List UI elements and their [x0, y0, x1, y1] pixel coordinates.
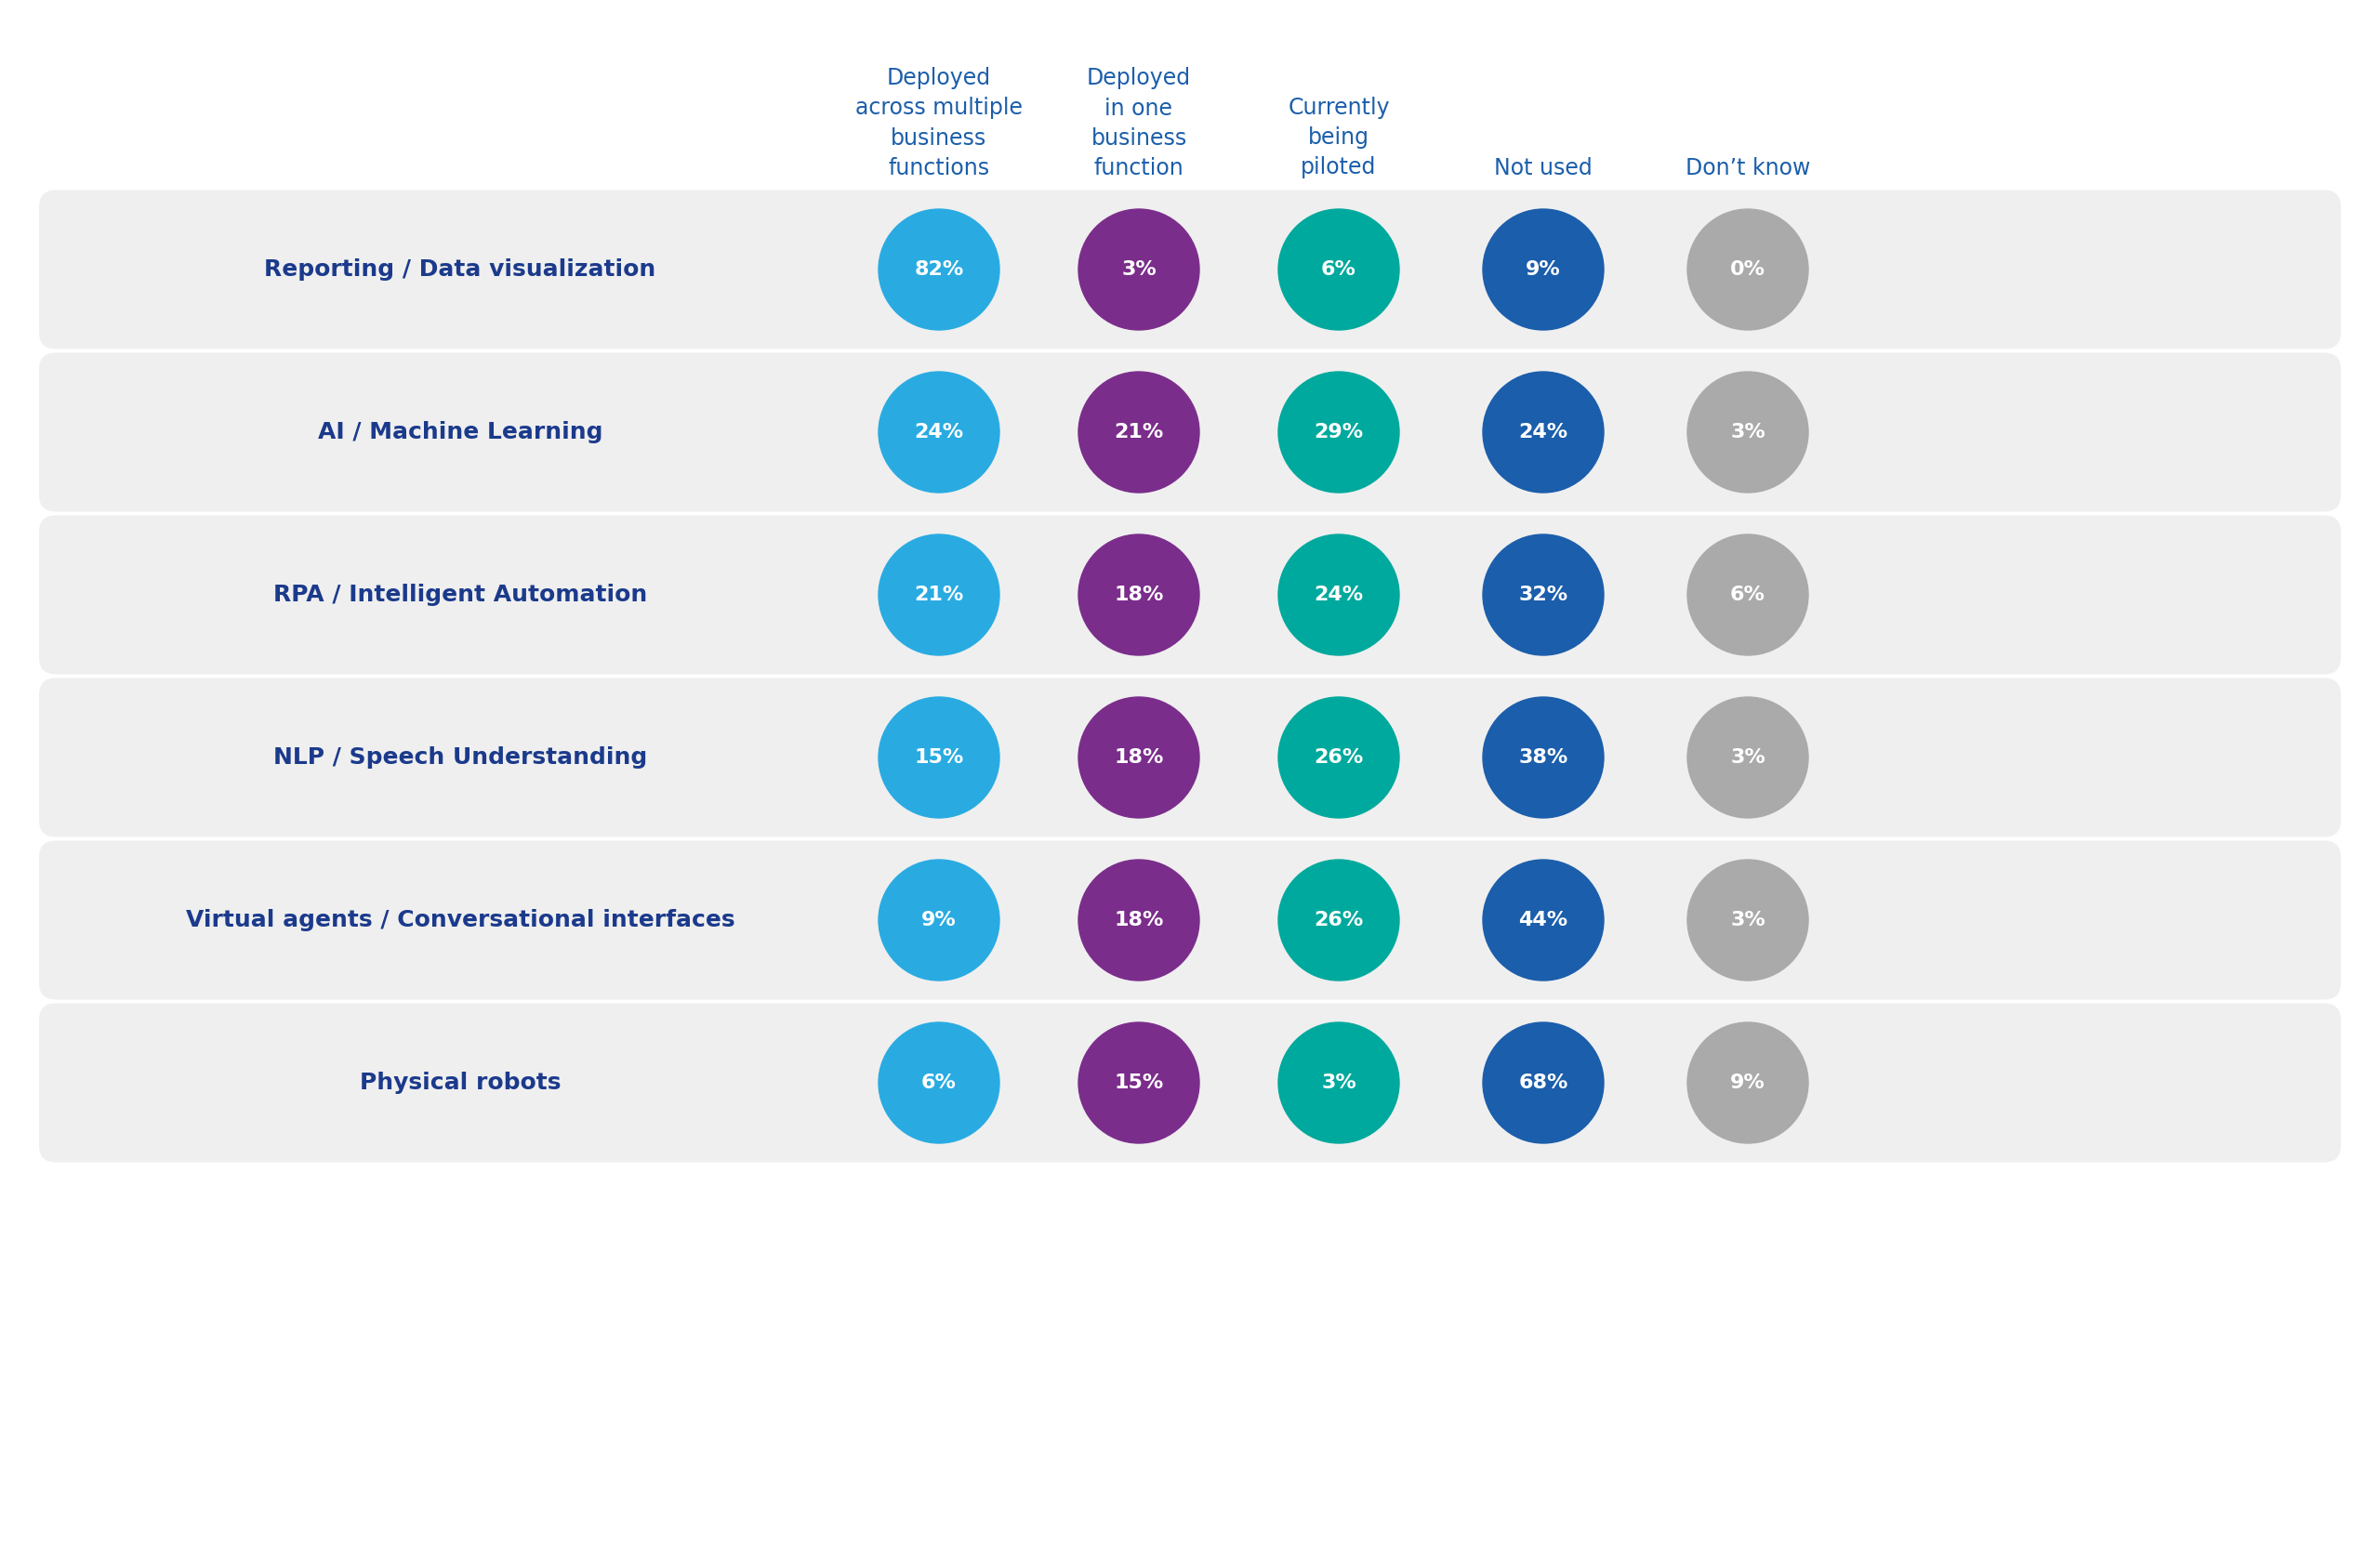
Text: 9%: 9% — [921, 911, 957, 929]
Circle shape — [1078, 1023, 1200, 1144]
Text: 26%: 26% — [1314, 911, 1364, 929]
Text: RPA / Intelligent Automation: RPA / Intelligent Automation — [274, 584, 647, 606]
Text: 3%: 3% — [1121, 260, 1157, 278]
Text: piloted: piloted — [1302, 157, 1376, 179]
Text: in one: in one — [1104, 96, 1173, 120]
Text: business: business — [890, 127, 988, 149]
Text: 3%: 3% — [1321, 1074, 1357, 1092]
Text: across multiple: across multiple — [854, 96, 1023, 120]
Text: 44%: 44% — [1518, 911, 1568, 929]
Circle shape — [1278, 535, 1399, 656]
Text: 9%: 9% — [1526, 260, 1561, 278]
Text: 21%: 21% — [914, 586, 964, 605]
Circle shape — [1278, 859, 1399, 981]
FancyBboxPatch shape — [38, 678, 2342, 838]
Text: 6%: 6% — [921, 1074, 957, 1092]
Circle shape — [1483, 698, 1604, 817]
FancyBboxPatch shape — [38, 353, 2342, 511]
Text: Don’t know: Don’t know — [1685, 157, 1811, 179]
Circle shape — [878, 371, 1000, 493]
Text: 9%: 9% — [1730, 1074, 1766, 1092]
Circle shape — [1687, 371, 1809, 493]
Circle shape — [1278, 210, 1399, 329]
Text: 6%: 6% — [1321, 260, 1357, 278]
Circle shape — [1687, 698, 1809, 817]
Text: function: function — [1095, 157, 1183, 179]
Circle shape — [878, 1023, 1000, 1144]
Text: 0%: 0% — [1730, 260, 1766, 278]
Text: 3%: 3% — [1730, 423, 1766, 441]
Circle shape — [1483, 371, 1604, 493]
Text: Virtual agents / Conversational interfaces: Virtual agents / Conversational interfac… — [186, 909, 735, 931]
Circle shape — [878, 535, 1000, 656]
Text: 21%: 21% — [1114, 423, 1164, 441]
Text: 38%: 38% — [1518, 747, 1568, 766]
Text: 18%: 18% — [1114, 911, 1164, 929]
Circle shape — [1078, 698, 1200, 817]
Circle shape — [1278, 698, 1399, 817]
FancyBboxPatch shape — [38, 1004, 2342, 1162]
Circle shape — [1483, 210, 1604, 329]
Circle shape — [1278, 1023, 1399, 1144]
Circle shape — [878, 859, 1000, 981]
Text: business: business — [1090, 127, 1188, 149]
Text: NLP / Speech Understanding: NLP / Speech Understanding — [274, 746, 647, 769]
Text: 15%: 15% — [914, 747, 964, 766]
Circle shape — [1078, 859, 1200, 981]
Circle shape — [1687, 859, 1809, 981]
Text: 6%: 6% — [1730, 586, 1766, 605]
Circle shape — [1078, 371, 1200, 493]
Circle shape — [1078, 535, 1200, 656]
Text: 32%: 32% — [1518, 586, 1568, 605]
FancyBboxPatch shape — [38, 190, 2342, 350]
Text: Reporting / Data visualization: Reporting / Data visualization — [264, 258, 657, 281]
Text: Currently: Currently — [1288, 96, 1390, 120]
Text: 24%: 24% — [1314, 586, 1364, 605]
Circle shape — [1278, 371, 1399, 493]
Text: 24%: 24% — [1518, 423, 1568, 441]
Text: 82%: 82% — [914, 260, 964, 278]
FancyBboxPatch shape — [38, 516, 2342, 674]
Text: functions: functions — [888, 157, 990, 179]
Text: AI / Machine Learning: AI / Machine Learning — [317, 421, 602, 443]
Text: 15%: 15% — [1114, 1074, 1164, 1092]
Text: Not used: Not used — [1495, 157, 1592, 179]
Circle shape — [878, 210, 1000, 329]
Circle shape — [1687, 1023, 1809, 1144]
Text: 26%: 26% — [1314, 747, 1364, 766]
Text: 24%: 24% — [914, 423, 964, 441]
Circle shape — [1483, 535, 1604, 656]
Text: 68%: 68% — [1518, 1074, 1568, 1092]
Text: 3%: 3% — [1730, 911, 1766, 929]
Text: being: being — [1309, 127, 1368, 149]
Text: 3%: 3% — [1730, 747, 1766, 766]
Text: 18%: 18% — [1114, 747, 1164, 766]
Circle shape — [1483, 1023, 1604, 1144]
Text: 29%: 29% — [1314, 423, 1364, 441]
Text: Physical robots: Physical robots — [359, 1072, 562, 1094]
FancyBboxPatch shape — [38, 841, 2342, 999]
Text: 18%: 18% — [1114, 586, 1164, 605]
Circle shape — [1687, 535, 1809, 656]
Circle shape — [1483, 859, 1604, 981]
Circle shape — [1078, 210, 1200, 329]
Text: Deployed: Deployed — [1088, 67, 1190, 90]
Circle shape — [878, 698, 1000, 817]
Text: Deployed: Deployed — [888, 67, 990, 90]
Circle shape — [1687, 210, 1809, 329]
